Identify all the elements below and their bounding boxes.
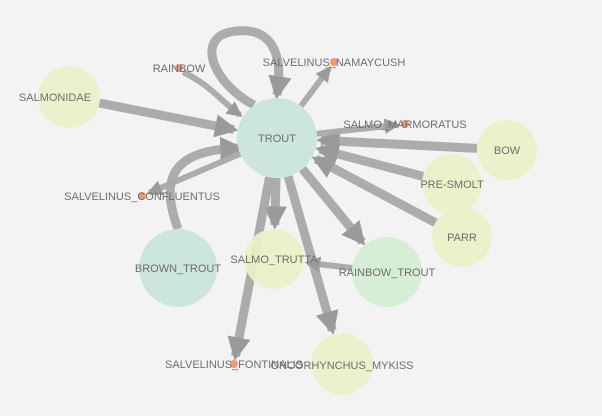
node-label-salmo-marmoratus: SALMO_MARMORATUS xyxy=(343,119,466,131)
node-trout[interactable] xyxy=(237,98,317,178)
node-label-oncorhynchus-mykiss: ONCORHYNCHUS_MYKISS xyxy=(270,360,413,372)
edge-salmonidae-to-trout xyxy=(98,98,239,138)
node-pre-smolt[interactable] xyxy=(422,154,482,214)
label-layer: TROUT BROWN_TROUT RAINBOW_TROUT ONCORHYNCHU… xyxy=(19,57,521,372)
node-label-trout: TROUT xyxy=(258,133,296,145)
node-label-brown-trout: BROWN_TROUT xyxy=(135,263,221,275)
node-label-salmo-trutta: SALMO_TRUTTA xyxy=(230,254,318,266)
edge-trout-to-salmo-marmoratus xyxy=(316,118,401,137)
node-rainbow-trout[interactable] xyxy=(352,237,422,307)
node-label-pre-smolt: PRE-SMOLT xyxy=(420,179,484,191)
node-salvelinus-fontinalis[interactable] xyxy=(230,360,238,368)
node-bow[interactable] xyxy=(477,120,537,180)
node-layer xyxy=(38,58,537,395)
edge-rainbow-to-trout xyxy=(181,69,243,118)
node-label-salmonidae: SALMONIDAE xyxy=(19,92,91,104)
node-salvelinus-confluentus[interactable] xyxy=(138,192,146,200)
node-label-salvelinus-fontinalis: SALVELINUS_FONTINALIS xyxy=(165,359,303,371)
edge-trout-to-salmo-trutta xyxy=(263,177,287,230)
node-salmo-marmoratus[interactable] xyxy=(401,120,409,128)
node-parr[interactable] xyxy=(432,207,492,267)
node-salvelinus-namaycush[interactable] xyxy=(330,58,338,66)
edge-parr-to-trout xyxy=(311,154,438,227)
node-salmo-trutta[interactable] xyxy=(244,229,304,289)
node-label-bow: BOW xyxy=(494,145,521,157)
edge-trout-to-salvelinus-confluentus xyxy=(146,151,242,196)
node-label-rainbow: RAINBOW xyxy=(153,63,206,75)
node-label-parr: PARR xyxy=(447,232,477,244)
edge-pre-smolt-to-trout xyxy=(315,142,425,181)
edge-rainbow-trout-to-salmo-trutta xyxy=(304,256,353,273)
edge-trout-to-rainbow-trout xyxy=(298,166,366,246)
edge-trout-to-trout xyxy=(207,26,292,110)
edge-trout-to-oncorhynchus-mykiss xyxy=(283,175,339,335)
node-oncorhynchus-mykiss[interactable] xyxy=(311,333,373,395)
node-brown-trout[interactable] xyxy=(139,229,217,307)
node-label-rainbow-trout: RAINBOW_TROUT xyxy=(339,267,436,279)
edge-bow-to-trout xyxy=(316,129,478,153)
node-salmonidae[interactable] xyxy=(38,66,100,128)
node-label-salvelinus-confluentus: SALVELINUS_CONFLUENTUS xyxy=(64,191,220,203)
edge-brown-trout-to-trout xyxy=(165,136,244,231)
node-rainbow[interactable] xyxy=(175,64,183,72)
node-label-salvelinus-namaycush: SALVELINUS_NAMAYCUSH xyxy=(263,57,406,69)
edge-trout-to-salvelinus-namaycush xyxy=(298,65,332,108)
